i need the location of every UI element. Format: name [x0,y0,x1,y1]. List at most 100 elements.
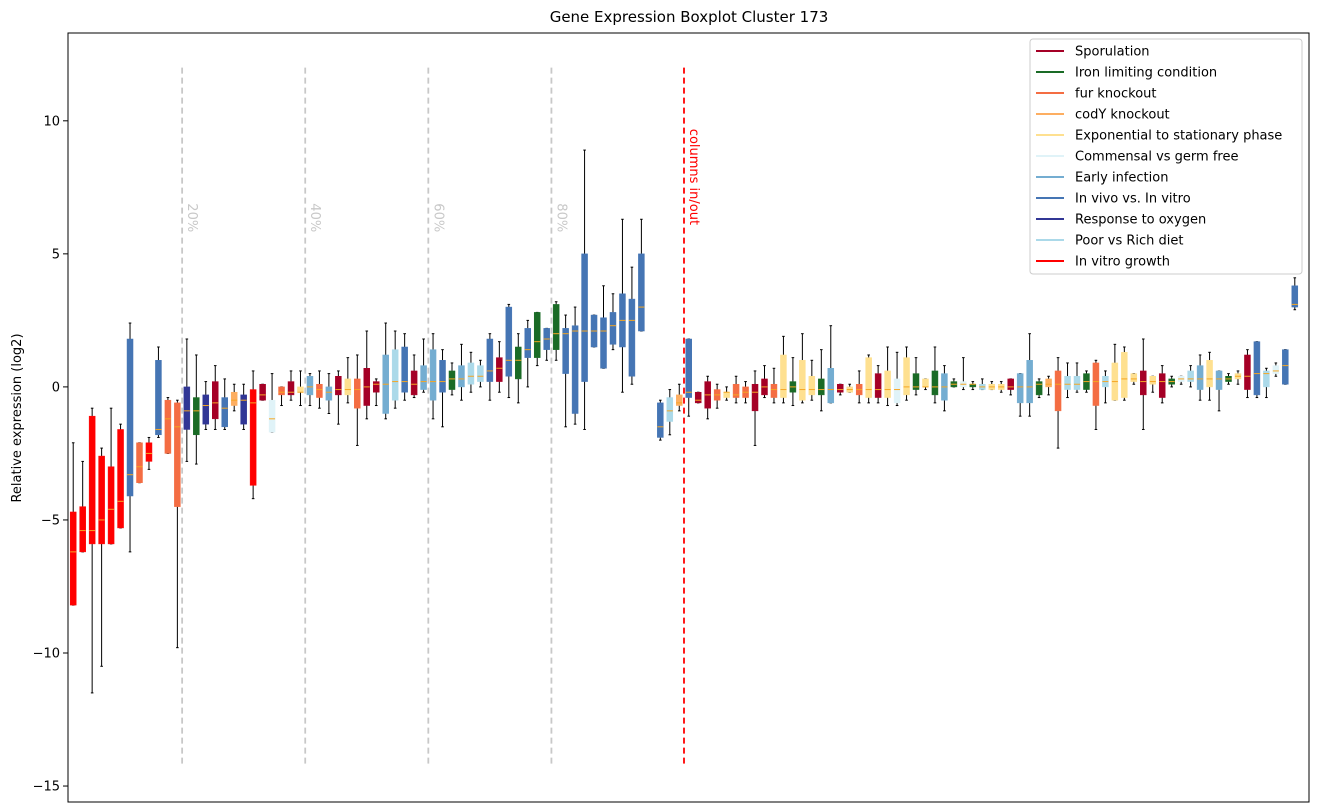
legend-label: Commensal vs germ free [1075,150,1238,165]
box-76 [789,357,797,407]
box-body [107,466,115,545]
box-14 [202,381,210,430]
legend-box [1029,38,1303,275]
legend-entry: Early infection [1036,171,1168,186]
box-body [486,338,494,382]
legend-entry: fur knockout [1036,87,1157,102]
box-104 [1054,357,1062,449]
box-106 [1073,362,1081,393]
box-80 [827,325,835,404]
y-tick-label: −5 [41,513,60,528]
box-body [306,376,314,396]
box-124 [1244,349,1251,399]
box-body [164,399,172,454]
box-128 [1282,349,1289,385]
box-99 [1007,378,1014,396]
box-20 [259,383,266,401]
box-1 [79,460,86,553]
box-85 [874,365,882,404]
box-body [1149,376,1157,385]
box-body [581,253,588,382]
box-81 [837,383,844,396]
legend-label: fur knockout [1075,87,1157,102]
box-body [562,328,569,374]
box-120 [1206,351,1213,401]
box-body [79,506,86,553]
box-body [335,376,342,396]
box-53 [571,306,579,425]
box-body [1121,352,1128,398]
box-115 [1158,365,1166,404]
box-body [212,381,219,420]
box-75 [780,335,787,404]
box-116 [1168,375,1175,388]
box-body [1291,285,1299,308]
y-tick-label: −10 [33,646,60,661]
box-72 [751,370,759,446]
box-body [808,376,816,396]
box-body [193,397,200,436]
box-12 [183,338,191,462]
box-9 [155,346,162,438]
box-68 [713,383,721,409]
box-114 [1149,375,1157,393]
box-24 [297,370,304,407]
box-body [723,391,730,398]
box-123 [1234,370,1242,385]
plot-frame [67,32,1310,803]
box-body [1007,378,1014,390]
box-body [1187,370,1194,382]
box-3 [98,447,105,667]
box-body [1140,370,1147,396]
legend-label: In vivo vs. In vitro [1075,192,1191,207]
box-127 [1272,362,1280,377]
box-31 [363,330,371,420]
box-27 [325,373,333,415]
box-77 [799,333,806,404]
box-body [837,383,844,393]
box-body [780,354,787,398]
box-body [420,365,427,390]
box-50 [543,327,550,361]
box-122 [1225,373,1232,385]
box-126 [1263,367,1270,399]
box-body [278,386,285,396]
box-84 [865,354,872,404]
box-89 [912,357,920,396]
box-body [145,442,153,462]
box-body [136,442,143,483]
box-body [533,312,541,358]
box-body [410,370,418,396]
box-49 [533,311,541,367]
legend-label: Iron limiting condition [1075,66,1217,81]
box-10 [164,397,172,454]
box-body [249,389,257,486]
legend-label: Sporulation [1075,45,1150,60]
box-body [1092,362,1100,406]
box-56 [600,285,607,369]
box-41 [458,343,465,401]
box-body [1035,381,1043,396]
legend: Sporulation Iron limiting condition fur kn… [1029,38,1303,275]
box-body [657,402,664,438]
box-body [98,455,105,545]
y-axis-label: Relative expression (log2) [10,333,25,502]
box-body [505,306,513,377]
box-90 [922,378,929,391]
box-43 [477,359,484,388]
box-body [221,397,228,428]
y-tick-label: 5 [52,247,60,262]
box-body [903,357,910,396]
box-37 [420,338,427,393]
box-body [874,373,882,398]
box-74 [770,367,778,404]
box-29 [344,357,352,404]
box-39 [439,349,446,428]
box-22 [278,386,285,407]
box-83 [855,370,863,404]
box-94 [960,357,967,391]
legend-entry: Commensal vs germ free [1036,150,1238,165]
box-body [230,391,238,406]
box-91 [931,346,939,404]
legend-label: codY knockout [1075,108,1170,123]
